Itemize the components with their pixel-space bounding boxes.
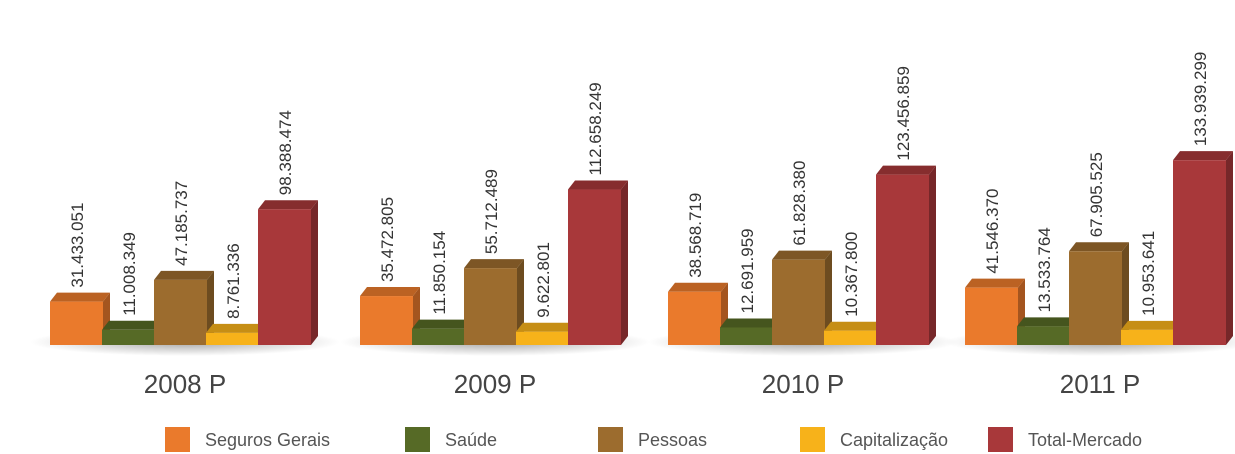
bar-top [1121, 320, 1181, 330]
value-label: 41.546.370 [983, 189, 1002, 274]
value-label: 12.691.959 [738, 228, 757, 313]
bar-top [206, 323, 266, 333]
value-label: 133.939.299 [1191, 52, 1210, 147]
bar [50, 301, 103, 345]
bar [102, 329, 155, 345]
value-label: 13.533.764 [1035, 227, 1054, 312]
bar-top [258, 200, 318, 210]
legend-swatch [165, 427, 190, 452]
bar-top [412, 319, 472, 329]
bar-top [516, 322, 576, 332]
value-label: 35.472.805 [378, 197, 397, 282]
value-label: 9.622.801 [534, 242, 553, 318]
value-label: 31.433.051 [68, 203, 87, 288]
bar-side [1122, 242, 1129, 345]
legend-swatch [800, 427, 825, 452]
legend-label: Seguros Gerais [205, 430, 330, 450]
x-tick-label: 2011 P [1060, 369, 1140, 399]
legend-swatch [405, 427, 430, 452]
bar-top [102, 320, 162, 330]
bar [516, 331, 569, 345]
value-label: 98.388.474 [276, 110, 295, 195]
bar [772, 259, 825, 345]
bar [1069, 251, 1122, 345]
bar-top [50, 292, 110, 302]
legend-label: Total-Mercado [1028, 430, 1142, 450]
value-label: 8.761.336 [224, 243, 243, 319]
bar [720, 327, 773, 345]
bar-top [1069, 242, 1129, 252]
bar-top [876, 165, 936, 175]
bar [1173, 160, 1226, 345]
bar [668, 291, 721, 345]
x-tick-label: 2008 P [144, 369, 226, 399]
bar-top [360, 287, 420, 297]
bar [154, 279, 207, 345]
bar-top [1017, 317, 1077, 327]
bar [876, 174, 929, 345]
legend-swatch [988, 427, 1013, 452]
bar [965, 287, 1018, 345]
bar-top [1173, 151, 1233, 161]
legend-swatch [598, 427, 623, 452]
bar [1121, 329, 1174, 345]
bar [360, 296, 413, 345]
bar-side [621, 180, 628, 345]
value-label: 47.185.737 [172, 181, 191, 266]
bar-top [464, 259, 524, 269]
bar [258, 209, 311, 345]
bar-side [929, 165, 936, 345]
bar [824, 330, 877, 345]
value-label: 11.008.349 [120, 232, 139, 316]
value-label: 10.367.800 [842, 232, 861, 317]
bar-top [154, 270, 214, 280]
bar-top [668, 282, 728, 292]
value-label: 38.568.719 [686, 193, 705, 278]
bar [206, 332, 259, 345]
bar [568, 189, 621, 345]
bar-side [825, 250, 832, 345]
bar-top [772, 250, 832, 260]
bar-top [720, 318, 780, 328]
legend-label: Capitalização [840, 430, 948, 450]
value-label: 55.712.489 [482, 169, 501, 254]
bar-top [965, 278, 1025, 288]
legend-label: Saúde [445, 430, 497, 450]
x-tick-label: 2010 P [762, 369, 844, 399]
legend-label: Pessoas [638, 430, 707, 450]
value-label: 123.456.859 [894, 66, 913, 161]
bar-side [311, 200, 318, 345]
bar-side [517, 259, 524, 345]
bar-top [568, 180, 628, 190]
bar [464, 268, 517, 345]
value-label: 61.828.380 [790, 161, 809, 246]
value-label: 10.953.641 [1139, 231, 1158, 316]
x-tick-label: 2009 P [454, 369, 536, 399]
bar-top [824, 321, 884, 331]
bar-side [1226, 151, 1233, 345]
value-label: 11.850.154 [430, 231, 449, 315]
value-label: 67.905.525 [1087, 152, 1106, 237]
bar [1017, 326, 1070, 345]
value-label: 112.658.249 [586, 82, 605, 175]
bar [412, 328, 465, 345]
